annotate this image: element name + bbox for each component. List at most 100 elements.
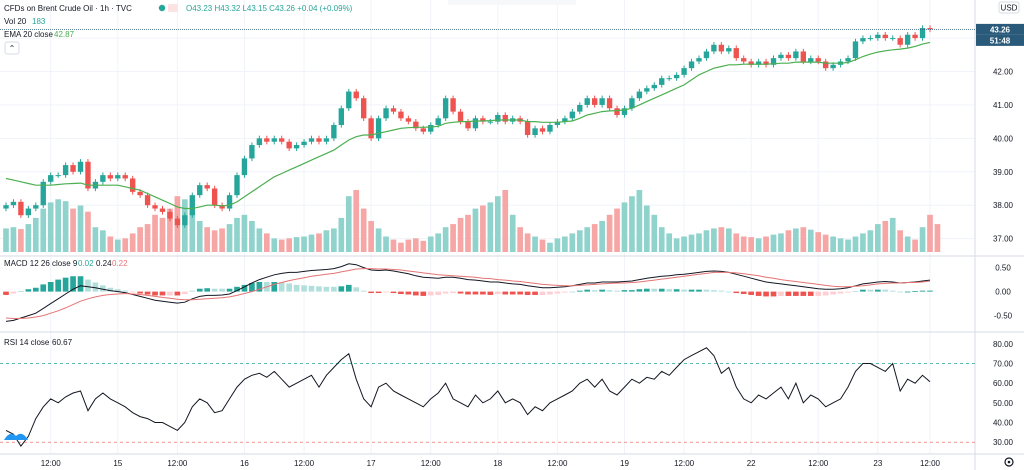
macd-hist-bar xyxy=(904,291,911,293)
macd-hist-bar xyxy=(807,291,814,296)
candle-body xyxy=(33,205,39,209)
volume-bars xyxy=(3,190,941,252)
candle-body xyxy=(733,48,739,59)
candle-body xyxy=(554,121,561,125)
candle-body xyxy=(286,141,292,149)
price-tick-label: 41.00 xyxy=(993,101,1014,110)
volume-bar xyxy=(480,205,486,252)
volume-bar xyxy=(398,242,404,252)
volume-legend-name[interactable]: Vol 20 xyxy=(4,17,27,26)
candle-body xyxy=(748,61,754,65)
macd-hist-bar xyxy=(927,290,933,292)
candle-body xyxy=(159,208,166,212)
time-tick-label: 15 xyxy=(113,459,122,468)
volume-bar xyxy=(681,236,687,252)
volume-bar xyxy=(837,238,844,252)
volume-bar xyxy=(152,214,158,252)
macd-legend-v2: 0.24 xyxy=(96,259,112,268)
candle-body xyxy=(480,118,486,122)
candle-body xyxy=(808,58,814,62)
macd-axis: 0.50 0.00 -0.50 xyxy=(994,264,1013,321)
macd-hist-bar xyxy=(591,290,598,292)
macd-hist-bar xyxy=(32,287,39,292)
ema-legend-name[interactable]: EMA 20 close xyxy=(4,30,53,39)
volume-bar xyxy=(845,239,851,252)
macd-hist-bar xyxy=(793,291,799,296)
macd-hist-bar xyxy=(167,291,173,296)
macd-hist-bar xyxy=(629,290,635,292)
macd-hist-bar xyxy=(278,282,285,292)
candle-body xyxy=(442,98,449,119)
macd-hist-bar xyxy=(345,284,352,292)
macd-hist-bar xyxy=(435,291,442,295)
symbol-search-box[interactable] xyxy=(448,0,576,5)
candle-body xyxy=(644,88,650,92)
candle-body xyxy=(301,141,307,146)
macd-hist-bar xyxy=(152,291,158,296)
macd-hist-bar xyxy=(748,291,754,295)
macd-hist-bar xyxy=(636,289,643,292)
volume-bar xyxy=(338,217,345,252)
volume-bar xyxy=(867,230,874,252)
gear-icon[interactable] xyxy=(1004,457,1014,467)
candle-body xyxy=(495,114,501,122)
candle-body xyxy=(405,118,412,122)
macd-hist-bar xyxy=(830,291,836,295)
time-tick-label: 16 xyxy=(240,459,249,468)
candle-body xyxy=(167,211,173,219)
volume-bar xyxy=(241,214,248,252)
compare-icon[interactable] xyxy=(168,4,178,12)
macd-hist-bar xyxy=(301,285,307,292)
volume-bar xyxy=(733,233,740,252)
macd-hist-bar xyxy=(480,291,486,295)
volume-bar xyxy=(509,214,516,252)
volume-bar xyxy=(532,236,538,252)
volume-bar xyxy=(904,236,911,252)
symbol-title[interactable]: CFDs on Brent Crude Oil · 1h · TVC xyxy=(4,4,132,13)
macd-hist-bar xyxy=(919,290,926,292)
rsi-legend-name[interactable]: RSI 14 close xyxy=(4,338,50,347)
volume-bar xyxy=(25,224,32,252)
candle-body xyxy=(741,58,747,62)
candle-body xyxy=(822,61,829,69)
time-tick-label: 19 xyxy=(620,459,629,468)
macd-hist-bar xyxy=(144,291,151,295)
macd-hist-bar xyxy=(85,279,91,292)
candle-body xyxy=(174,218,181,226)
macd-hist-bar xyxy=(718,290,725,292)
candle-body xyxy=(912,34,918,39)
volume-bar xyxy=(852,236,859,252)
market-status-dot xyxy=(158,4,166,12)
volume-bar xyxy=(763,236,769,252)
volume-bar xyxy=(629,196,635,252)
volume-bar xyxy=(875,224,881,252)
macd-hist-bar xyxy=(293,284,300,292)
volume-bar xyxy=(204,227,211,252)
volume-bar xyxy=(122,238,129,252)
rsi-bands xyxy=(0,363,975,443)
macd-legend-name[interactable]: MACD 12 26 close 9 xyxy=(4,259,78,268)
collapse-legend-button[interactable] xyxy=(4,41,20,55)
candle-body xyxy=(331,124,337,139)
candle-body xyxy=(711,44,717,52)
volume-bar xyxy=(40,208,47,252)
macd-hist-bar xyxy=(673,289,680,292)
macd-hist-bar xyxy=(897,291,904,293)
volume-bar xyxy=(390,239,397,252)
candle-body xyxy=(249,145,255,159)
volume-bar xyxy=(919,227,926,252)
time-tick-label: 22 xyxy=(747,459,756,468)
candle-body xyxy=(785,54,792,59)
volume-bar xyxy=(211,230,218,252)
candle-body xyxy=(316,138,322,142)
macd-hist-bar xyxy=(196,288,203,292)
volume-bar xyxy=(755,238,762,252)
volume-bar xyxy=(189,211,196,252)
macd-hist-bar xyxy=(159,291,166,296)
macd-hist-bar xyxy=(308,285,315,292)
candle-body xyxy=(85,161,91,189)
macd-hist-bar xyxy=(226,288,233,292)
macd-hist-bar xyxy=(413,291,419,296)
tradingview-logo[interactable] xyxy=(4,433,28,440)
